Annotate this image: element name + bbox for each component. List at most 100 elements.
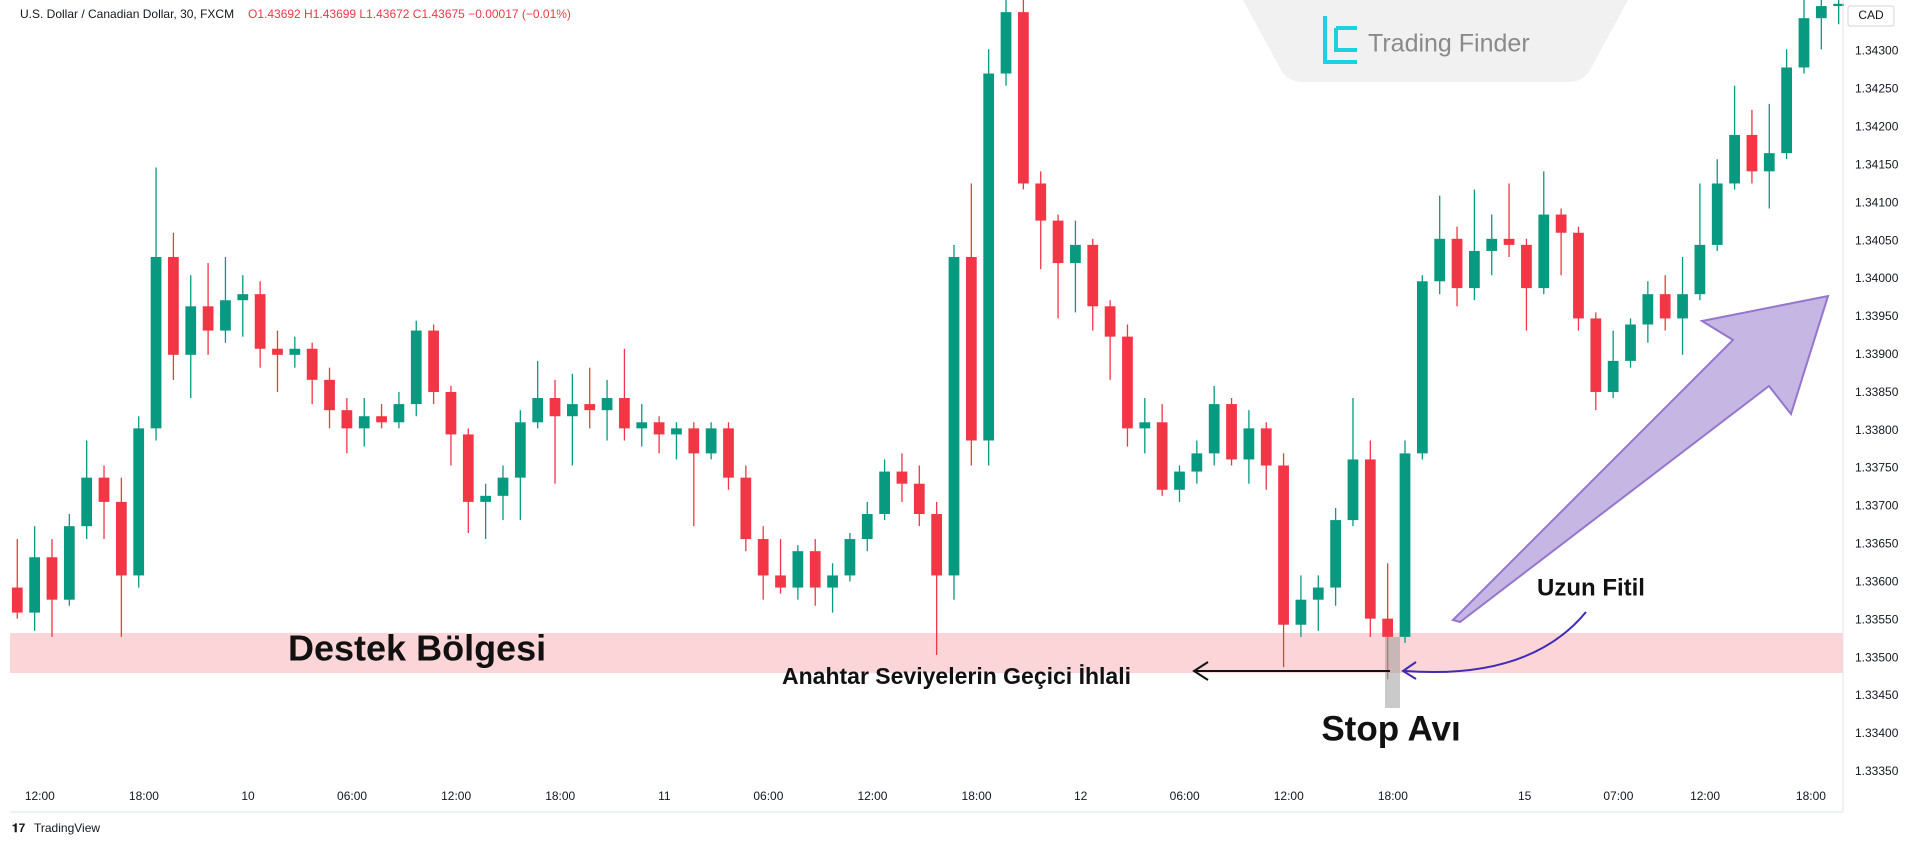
stop-hunt-label: Stop Avı [1321, 709, 1460, 748]
candle-body [1208, 404, 1220, 454]
candle-body [1642, 294, 1654, 325]
candle-body [566, 404, 578, 417]
candle-body [965, 257, 977, 441]
candle-body [480, 495, 492, 502]
candle-body [98, 477, 110, 502]
candle-body [1000, 12, 1012, 74]
candle-body [1399, 453, 1411, 637]
candle-body [601, 398, 613, 411]
x-tick-label: 18:00 [129, 789, 159, 803]
candle-body [1573, 232, 1584, 319]
candle-body [1711, 183, 1723, 245]
candle-body [1312, 587, 1324, 600]
candle-body [63, 526, 75, 600]
candle-body [775, 575, 786, 588]
currency-box [1847, 5, 1895, 27]
x-tick-label: 15 [1518, 789, 1532, 803]
y-tick-label: 1.33850 [1855, 385, 1899, 399]
y-tick-label: 1.34050 [1855, 233, 1899, 247]
logo-stroke [1323, 16, 1357, 64]
candle-body [237, 294, 249, 301]
candle-body [202, 306, 214, 331]
candle-body [1382, 618, 1394, 637]
x-tick-label: 06:00 [753, 789, 783, 803]
symbol-title: U.S. Dollar / Canadian Dollar, 30, FXCM [20, 7, 234, 21]
candle-body [1104, 306, 1116, 337]
x-tick-label: 18:00 [962, 789, 992, 803]
candle-body [1226, 404, 1237, 460]
x-tick-label: 12:00 [857, 789, 887, 803]
logo-icon [1323, 16, 1357, 64]
candles [11, 0, 1845, 680]
candle-body [1070, 244, 1081, 264]
candle-body [1521, 244, 1532, 289]
candle-body [1486, 238, 1498, 251]
ohlc-readout: O1.43692 H1.43699 L1.43672 C1.43675 −0.0… [248, 7, 571, 21]
candle-body [46, 557, 58, 600]
y-tick-label: 1.33500 [1855, 650, 1899, 664]
candle-body [497, 477, 509, 496]
candle-body [1330, 520, 1341, 588]
candle-body [289, 348, 301, 355]
long-wick-arrow [1404, 611, 1587, 674]
candle-body [584, 404, 596, 411]
y-tick-label: 1.34300 [1855, 44, 1899, 58]
candle-body [1781, 67, 1793, 154]
x-tick-label: 18:00 [545, 789, 575, 803]
candle-body [1625, 324, 1636, 361]
y-tick-label: 1.33350 [1855, 764, 1899, 778]
candle-body [671, 428, 682, 435]
candle-body [1607, 360, 1619, 392]
y-tick-label: 1.33800 [1855, 423, 1899, 437]
candle-body [1503, 238, 1515, 245]
x-tick-label: 12:00 [1274, 789, 1304, 803]
y-tick-label: 1.33450 [1855, 688, 1899, 702]
y-tick-label: 1.34200 [1855, 120, 1899, 134]
candle-body [1035, 183, 1047, 221]
trend-arrow [1451, 294, 1830, 624]
logo-text: Trading Finder [1368, 30, 1530, 58]
support-label: Destek Bölgesi [288, 628, 546, 669]
x-tick-label: 07:00 [1603, 789, 1633, 803]
candle-body [740, 477, 752, 540]
candle-body [514, 422, 526, 478]
x-tick-label: 18:00 [1796, 789, 1826, 803]
y-tick-label: 1.33650 [1855, 537, 1899, 551]
candle-body [532, 398, 544, 423]
candle-body [809, 551, 821, 588]
candle-body [1434, 238, 1446, 282]
y-tick-label: 1.34250 [1855, 82, 1899, 96]
candle-body [1763, 153, 1775, 172]
candle-body [792, 551, 804, 588]
x-tick-label: 12:00 [1690, 789, 1720, 803]
candle-body [220, 300, 231, 331]
candle-body [1156, 422, 1168, 490]
candle-body [844, 539, 856, 576]
candle-body [1278, 465, 1289, 625]
candle-body [1122, 336, 1133, 429]
candle-body [306, 348, 318, 380]
y-tick-label: 1.33550 [1855, 612, 1899, 626]
logo-stroke [1334, 26, 1357, 52]
long-wick-arrowhead [1401, 661, 1417, 680]
y-tick-label: 1.34150 [1855, 157, 1899, 171]
candle-body [1295, 599, 1307, 625]
y-tick-label: 1.33750 [1855, 461, 1899, 475]
candle-body [1798, 18, 1810, 68]
candle-body [653, 422, 665, 435]
candle-body [861, 514, 873, 540]
candle-body [1139, 422, 1151, 429]
breach-label: Anahtar Seviyelerin Geçici İhlali [782, 663, 1131, 689]
candle-body [931, 514, 943, 576]
candle-body [1469, 250, 1480, 289]
y-tick-label: 1.33900 [1855, 347, 1899, 361]
candle-body [913, 483, 925, 515]
candle-body [376, 416, 387, 423]
x-tick-label: 18:00 [1378, 789, 1408, 803]
candle-body [168, 257, 179, 355]
candle-body [948, 257, 960, 576]
candle-body [29, 557, 41, 613]
candle-body [1746, 134, 1758, 172]
candle-body [81, 477, 93, 527]
